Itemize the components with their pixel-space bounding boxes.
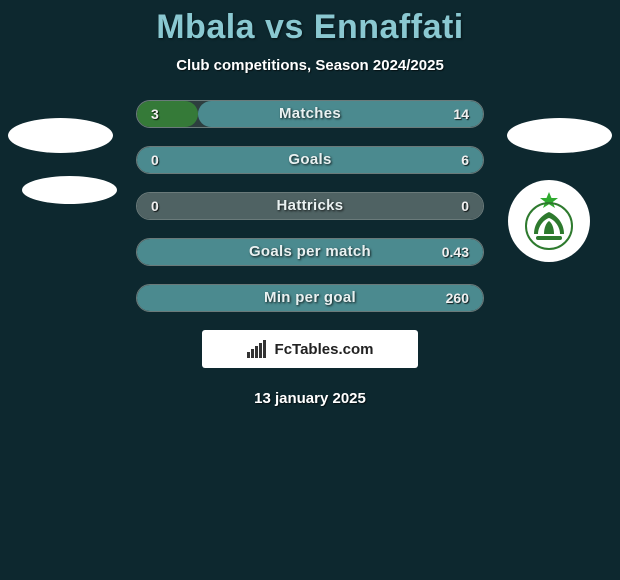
player-right-logo-1: [507, 118, 612, 153]
stat-row: 260Min per goal: [0, 284, 620, 312]
club-crest-icon: [518, 190, 580, 252]
date-text: 13 january 2025: [0, 390, 620, 407]
stat-bar: 0.43Goals per match: [136, 238, 484, 266]
page-subtitle: Club competitions, Season 2024/2025: [0, 57, 620, 74]
stat-label: Goals: [137, 147, 483, 173]
stat-label: Hattricks: [137, 193, 483, 219]
stat-bar: 314Matches: [136, 100, 484, 128]
player-left-logo-1: [8, 118, 113, 153]
stat-bar: 260Min per goal: [136, 284, 484, 312]
player-right-logo-2: [508, 180, 590, 262]
player-left-logo-2: [22, 176, 117, 204]
stat-bar: 00Hattricks: [136, 192, 484, 220]
brand-badge: FcTables.com: [202, 330, 418, 368]
bars-icon: [247, 340, 269, 358]
page-title: Mbala vs Ennaffati: [0, 8, 620, 47]
stat-label: Goals per match: [137, 239, 483, 265]
stat-label: Matches: [137, 101, 483, 127]
stat-row: 06Goals: [0, 146, 620, 174]
stat-bar: 06Goals: [136, 146, 484, 174]
stat-label: Min per goal: [137, 285, 483, 311]
brand-text: FcTables.com: [275, 341, 374, 358]
